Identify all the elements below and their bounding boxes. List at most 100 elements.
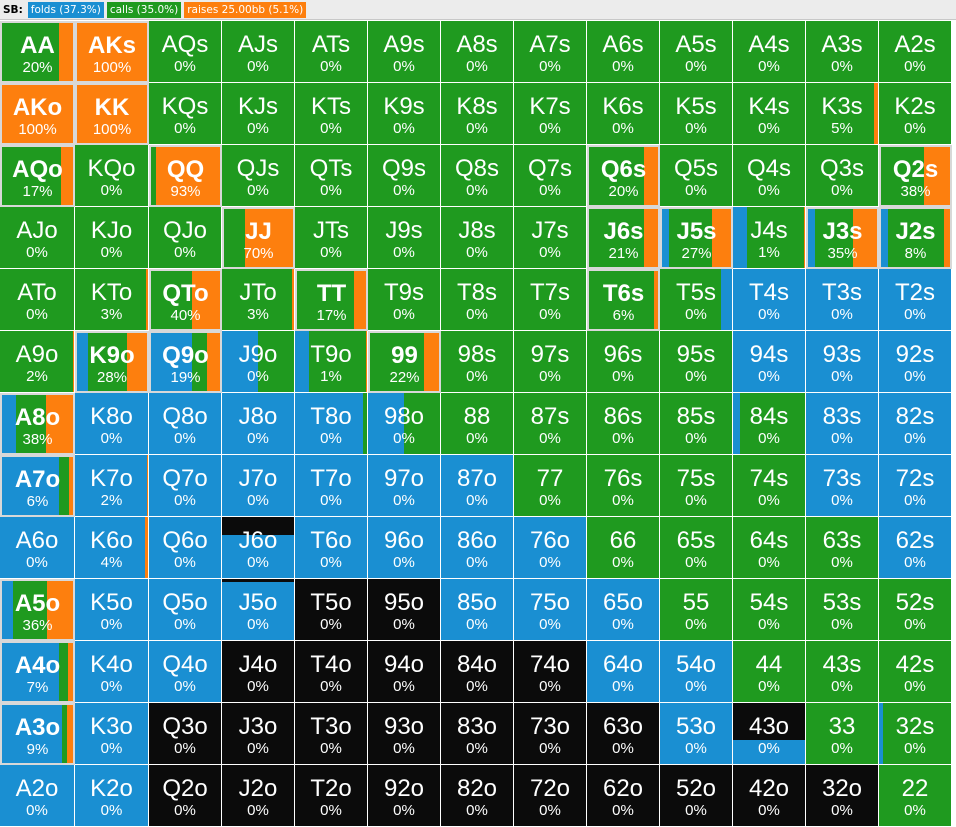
hand-cell-32o[interactable]: 32o 0% bbox=[806, 765, 879, 827]
hand-cell-65o[interactable]: 65o 0% bbox=[587, 579, 660, 641]
hand-cell-a8s[interactable]: A8s 0% bbox=[441, 21, 514, 83]
hand-cell-98o[interactable]: 98o 0% bbox=[368, 393, 441, 455]
hand-cell-j8o[interactable]: J8o 0% bbox=[222, 393, 295, 455]
hand-cell-a8o[interactable]: A8o 38% bbox=[0, 393, 75, 455]
hand-cell-63s[interactable]: 63s 0% bbox=[806, 517, 879, 579]
hand-cell-76o[interactable]: 76o 0% bbox=[514, 517, 587, 579]
hand-cell-aa[interactable]: AA 20% bbox=[0, 21, 75, 83]
hand-cell-86o[interactable]: 86o 0% bbox=[441, 517, 514, 579]
hand-cell-a7o[interactable]: A7o 6% bbox=[0, 455, 75, 517]
hand-cell-83o[interactable]: 83o 0% bbox=[441, 703, 514, 765]
hand-cell-q3o[interactable]: Q3o 0% bbox=[149, 703, 222, 765]
hand-cell-82o[interactable]: 82o 0% bbox=[441, 765, 514, 827]
hand-cell-43s[interactable]: 43s 0% bbox=[806, 641, 879, 703]
hand-cell-j5o[interactable]: J5o 0% bbox=[222, 579, 295, 641]
hand-cell-t7o[interactable]: T7o 0% bbox=[295, 455, 368, 517]
hand-cell-64s[interactable]: 64s 0% bbox=[733, 517, 806, 579]
hand-cell-qq[interactable]: QQ 93% bbox=[149, 145, 222, 207]
hand-cell-96s[interactable]: 96s 0% bbox=[587, 331, 660, 393]
hand-cell-t9s[interactable]: T9s 0% bbox=[368, 269, 441, 331]
hand-cell-74o[interactable]: 74o 0% bbox=[514, 641, 587, 703]
hand-cell-95o[interactable]: 95o 0% bbox=[368, 579, 441, 641]
hand-cell-ajs[interactable]: AJs 0% bbox=[222, 21, 295, 83]
hand-cell-87o[interactable]: 87o 0% bbox=[441, 455, 514, 517]
hand-cell-k3o[interactable]: K3o 0% bbox=[75, 703, 149, 765]
hand-cell-qto[interactable]: QTo 40% bbox=[149, 269, 222, 331]
hand-cell-k7o[interactable]: K7o 2% bbox=[75, 455, 149, 517]
hand-cell-j3s[interactable]: J3s 35% bbox=[806, 207, 879, 269]
hand-cell-96o[interactable]: 96o 0% bbox=[368, 517, 441, 579]
hand-cell-t8o[interactable]: T8o 0% bbox=[295, 393, 368, 455]
hand-cell-a4s[interactable]: A4s 0% bbox=[733, 21, 806, 83]
hand-cell-a9o[interactable]: A9o 2% bbox=[0, 331, 75, 393]
hand-cell-q9s[interactable]: Q9s 0% bbox=[368, 145, 441, 207]
hand-cell-k9o[interactable]: K9o 28% bbox=[75, 331, 149, 393]
hand-cell-t6s[interactable]: T6s 6% bbox=[587, 269, 660, 331]
hand-cell-75s[interactable]: 75s 0% bbox=[660, 455, 733, 517]
hand-cell-a2o[interactable]: A2o 0% bbox=[0, 765, 75, 827]
hand-cell-a4o[interactable]: A4o 7% bbox=[0, 641, 75, 703]
hand-cell-kto[interactable]: KTo 3% bbox=[75, 269, 149, 331]
hand-cell-72s[interactable]: 72s 0% bbox=[879, 455, 952, 517]
hand-cell-k8o[interactable]: K8o 0% bbox=[75, 393, 149, 455]
hand-cell-42s[interactable]: 42s 0% bbox=[879, 641, 952, 703]
hand-cell-k7s[interactable]: K7s 0% bbox=[514, 83, 587, 145]
hand-cell-q6s[interactable]: Q6s 20% bbox=[587, 145, 660, 207]
hand-cell-a5o[interactable]: A5o 36% bbox=[0, 579, 75, 641]
hand-cell-q8o[interactable]: Q8o 0% bbox=[149, 393, 222, 455]
folds-badge[interactable]: folds (37.3%) bbox=[27, 1, 104, 18]
hand-cell-53s[interactable]: 53s 0% bbox=[806, 579, 879, 641]
hand-cell-q3s[interactable]: Q3s 0% bbox=[806, 145, 879, 207]
hand-cell-j5s[interactable]: J5s 27% bbox=[660, 207, 733, 269]
hand-cell-kk[interactable]: KK 100% bbox=[75, 83, 149, 145]
hand-cell-j8s[interactable]: J8s 0% bbox=[441, 207, 514, 269]
hand-cell-75o[interactable]: 75o 0% bbox=[514, 579, 587, 641]
hand-cell-55[interactable]: 55 0% bbox=[660, 579, 733, 641]
hand-cell-tt[interactable]: TT 17% bbox=[295, 269, 368, 331]
hand-cell-88[interactable]: 88 0% bbox=[441, 393, 514, 455]
hand-cell-t2o[interactable]: T2o 0% bbox=[295, 765, 368, 827]
hand-cell-q4o[interactable]: Q4o 0% bbox=[149, 641, 222, 703]
hand-cell-98s[interactable]: 98s 0% bbox=[441, 331, 514, 393]
hand-cell-95s[interactable]: 95s 0% bbox=[660, 331, 733, 393]
calls-badge[interactable]: calls (35.0%) bbox=[106, 1, 182, 18]
hand-cell-j6o[interactable]: J6o 0% bbox=[222, 517, 295, 579]
hand-cell-q7o[interactable]: Q7o 0% bbox=[149, 455, 222, 517]
hand-cell-a3s[interactable]: A3s 0% bbox=[806, 21, 879, 83]
hand-cell-t3s[interactable]: T3s 0% bbox=[806, 269, 879, 331]
hand-cell-kjs[interactable]: KJs 0% bbox=[222, 83, 295, 145]
hand-cell-k3s[interactable]: K3s 5% bbox=[806, 83, 879, 145]
hand-cell-87s[interactable]: 87s 0% bbox=[514, 393, 587, 455]
hand-cell-82s[interactable]: 82s 0% bbox=[879, 393, 952, 455]
hand-cell-99[interactable]: 99 22% bbox=[368, 331, 441, 393]
hand-cell-ako[interactable]: AKo 100% bbox=[0, 83, 75, 145]
hand-cell-a5s[interactable]: A5s 0% bbox=[660, 21, 733, 83]
hand-cell-52o[interactable]: 52o 0% bbox=[660, 765, 733, 827]
hand-cell-kqs[interactable]: KQs 0% bbox=[149, 83, 222, 145]
hand-cell-a6o[interactable]: A6o 0% bbox=[0, 517, 75, 579]
hand-cell-54o[interactable]: 54o 0% bbox=[660, 641, 733, 703]
hand-cell-86s[interactable]: 86s 0% bbox=[587, 393, 660, 455]
hand-cell-k2s[interactable]: K2s 0% bbox=[879, 83, 952, 145]
hand-cell-t4s[interactable]: T4s 0% bbox=[733, 269, 806, 331]
hand-cell-q9o[interactable]: Q9o 19% bbox=[149, 331, 222, 393]
hand-cell-t6o[interactable]: T6o 0% bbox=[295, 517, 368, 579]
hand-cell-q5o[interactable]: Q5o 0% bbox=[149, 579, 222, 641]
hand-cell-94s[interactable]: 94s 0% bbox=[733, 331, 806, 393]
hand-cell-92o[interactable]: 92o 0% bbox=[368, 765, 441, 827]
hand-cell-93s[interactable]: 93s 0% bbox=[806, 331, 879, 393]
hand-cell-t5o[interactable]: T5o 0% bbox=[295, 579, 368, 641]
hand-cell-93o[interactable]: 93o 0% bbox=[368, 703, 441, 765]
hand-cell-k4s[interactable]: K4s 0% bbox=[733, 83, 806, 145]
hand-cell-66[interactable]: 66 0% bbox=[587, 517, 660, 579]
hand-cell-k9s[interactable]: K9s 0% bbox=[368, 83, 441, 145]
hand-cell-jj[interactable]: JJ 70% bbox=[222, 207, 295, 269]
hand-cell-62s[interactable]: 62s 0% bbox=[879, 517, 952, 579]
hand-cell-a6s[interactable]: A6s 0% bbox=[587, 21, 660, 83]
hand-cell-qjs[interactable]: QJs 0% bbox=[222, 145, 295, 207]
hand-cell-t4o[interactable]: T4o 0% bbox=[295, 641, 368, 703]
hand-cell-63o[interactable]: 63o 0% bbox=[587, 703, 660, 765]
hand-cell-k2o[interactable]: K2o 0% bbox=[75, 765, 149, 827]
hand-cell-a3o[interactable]: A3o 9% bbox=[0, 703, 75, 765]
hand-cell-t3o[interactable]: T3o 0% bbox=[295, 703, 368, 765]
